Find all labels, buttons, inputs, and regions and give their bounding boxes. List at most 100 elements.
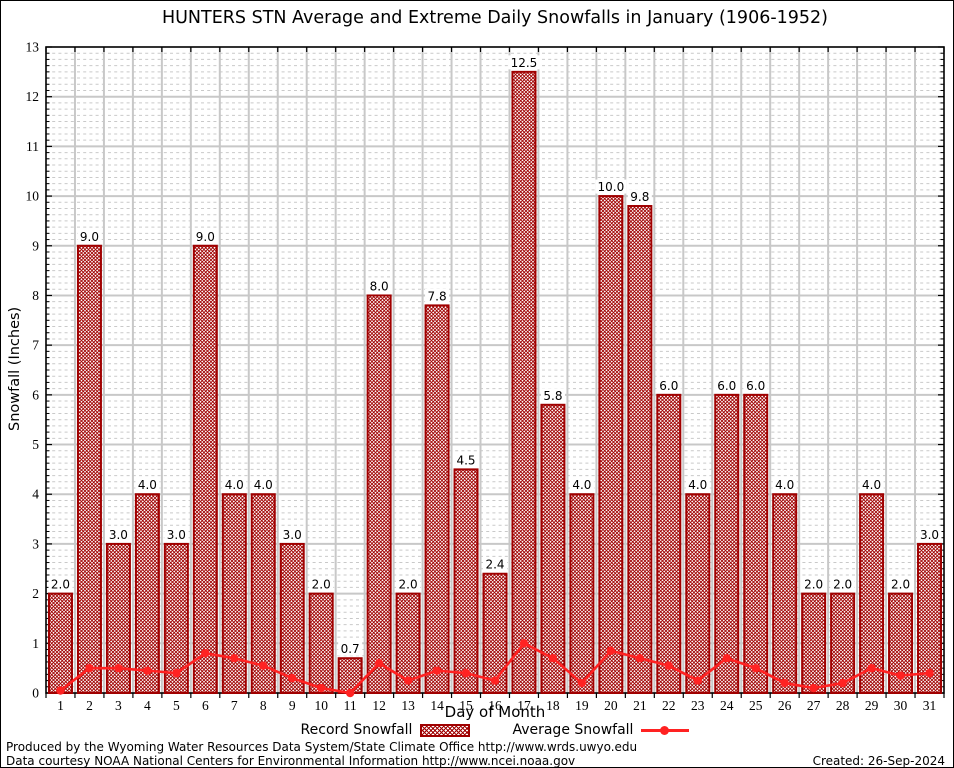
x-tick-label: 15 — [459, 698, 473, 713]
x-tick-label: 4 — [144, 698, 151, 713]
avg-point-day-24 — [722, 654, 731, 663]
x-tick-label: 9 — [289, 698, 296, 713]
y-tick-label: 9 — [32, 238, 39, 253]
avg-point-day-3 — [114, 663, 123, 673]
record-bar-day-31 — [917, 542, 943, 695]
avg-point-day-10 — [316, 683, 326, 693]
footer-data-courtesy: Data courtesy NOAA National Centers for … — [6, 754, 576, 768]
bar-value-label: 4.0 — [572, 478, 591, 492]
record-bar-day-2 — [76, 244, 102, 694]
record-bar-day-8 — [250, 493, 276, 694]
bar-value-label: 6.0 — [717, 379, 736, 393]
record-bar-day-6 — [192, 244, 218, 694]
x-tick-label: 10 — [314, 698, 328, 713]
record-snowfall-bars: 2.0 9.0 3.0 4.0 3.0 9.0 4.0 4.0 3.0 2.0 0.7 8.0 2.0 7… — [47, 55, 943, 695]
record-snowfall-swatch-icon — [420, 723, 471, 737]
x-tick-label: 25 — [749, 698, 763, 713]
record-bar-day-29 — [859, 493, 885, 694]
y-tick-label: 10 — [26, 189, 40, 204]
avg-point-day-5 — [172, 668, 181, 678]
footer-created-date: Created: 26-Sep-2024 — [812, 754, 945, 768]
record-bar-day-26 — [772, 493, 798, 694]
record-bar-day-15 — [453, 468, 479, 694]
avg-point-day-16 — [490, 676, 500, 685]
x-tick-label: 20 — [604, 698, 618, 713]
x-tick-label: 12 — [372, 698, 386, 713]
x-tick-label: 28 — [836, 698, 850, 713]
record-bar-day-7 — [221, 493, 247, 694]
avg-point-day-13 — [403, 676, 413, 685]
avg-point-day-6 — [201, 649, 210, 658]
y-tick-label: 1 — [32, 636, 39, 651]
bar-value-label: 2.0 — [51, 578, 70, 592]
x-tick-label: 23 — [691, 698, 705, 713]
avg-point-day-29 — [867, 663, 876, 673]
record-bar-day-18 — [540, 403, 566, 694]
bar-value-label: 3.0 — [109, 528, 128, 542]
average-marker-sample — [660, 726, 670, 735]
y-tick-label: 2 — [32, 586, 39, 601]
footer-produced-by: Produced by the Wyoming Water Resources … — [6, 740, 638, 754]
y-tick-label: 11 — [26, 139, 39, 154]
bar-value-label: 3.0 — [283, 528, 302, 542]
record-bar-day-20 — [598, 195, 624, 694]
legend-record-label: Record Snowfall — [300, 722, 413, 738]
avg-point-day-8 — [259, 661, 268, 670]
record-bar-day-17 — [511, 70, 537, 695]
x-tick-label: 8 — [260, 698, 267, 713]
x-tick-label: 2 — [86, 698, 93, 713]
record-bar-day-12 — [366, 294, 392, 694]
record-bar-day-19 — [569, 493, 595, 694]
bar-value-label: 4.0 — [138, 478, 157, 492]
y-tick-label: 0 — [32, 686, 39, 701]
y-tick-label: 5 — [32, 437, 39, 452]
record-bar-day-11 — [337, 657, 363, 695]
bar-value-label: 4.0 — [775, 478, 794, 492]
record-bar-day-23 — [685, 493, 711, 694]
avg-point-day-11 — [345, 688, 355, 698]
record-bar-day-25 — [743, 393, 769, 694]
avg-point-day-28 — [838, 678, 847, 688]
bar-value-label: 12.5 — [511, 56, 538, 70]
bar-value-label: 2.0 — [833, 578, 852, 592]
x-tick-label: 22 — [662, 698, 676, 713]
x-tick-label: 13 — [401, 698, 415, 713]
bar-value-label: 8.0 — [370, 279, 389, 293]
avg-point-day-26 — [780, 678, 789, 688]
bar-value-label: 2.4 — [485, 558, 504, 572]
bar-value-label: 3.0 — [920, 528, 939, 542]
avg-point-day-19 — [577, 678, 587, 688]
record-bar-day-4 — [134, 493, 160, 694]
avg-point-day-23 — [693, 676, 702, 685]
average-snowfall-line — [56, 639, 934, 698]
avg-point-day-20 — [606, 646, 616, 655]
bar-value-label: 2.0 — [804, 578, 823, 592]
bar-value-label: 2.0 — [312, 578, 331, 592]
record-bar-day-24 — [714, 393, 740, 694]
bar-value-label: 0.7 — [341, 642, 360, 656]
bar-value-label: 6.0 — [659, 379, 678, 393]
bar-value-label: 2.0 — [399, 578, 418, 592]
bar-value-label: 6.0 — [746, 379, 765, 393]
x-tick-label: 7 — [231, 698, 238, 713]
legend: Record Snowfall Average Snowfall — [46, 722, 944, 738]
record-bar-day-30 — [888, 592, 914, 694]
x-tick-label: 21 — [633, 698, 647, 713]
avg-point-day-22 — [664, 661, 674, 670]
x-tick-label: 3 — [115, 698, 122, 713]
record-bar-day-5 — [163, 542, 189, 695]
avg-point-day-7 — [230, 654, 239, 663]
y-tick-label: 13 — [26, 40, 40, 55]
record-bar-day-27 — [801, 592, 827, 694]
record-bar-day-1 — [47, 592, 73, 694]
x-tick-label: 16 — [488, 698, 502, 713]
bar-value-label: 10.0 — [598, 180, 625, 194]
average-snowfall-line-icon — [641, 725, 690, 735]
avg-point-day-14 — [432, 666, 442, 675]
bar-value-label: 2.0 — [891, 578, 910, 592]
bar-value-label: 4.5 — [456, 453, 475, 467]
record-bar-day-3 — [105, 542, 131, 695]
x-tick-label: 1 — [57, 698, 64, 713]
y-tick-label: 8 — [32, 288, 39, 303]
